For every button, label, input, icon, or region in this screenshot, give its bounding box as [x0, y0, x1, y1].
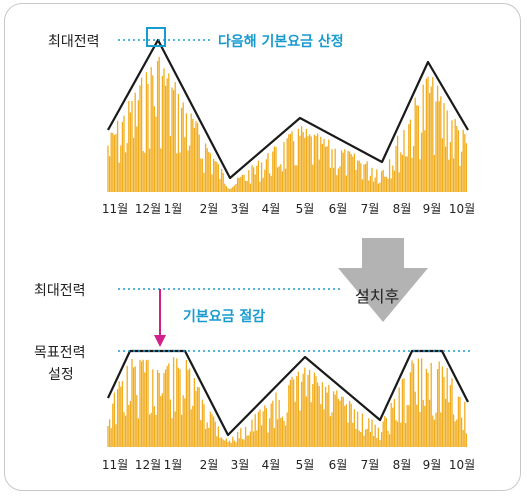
top-month-label: 7월 — [360, 202, 380, 216]
top-month-label: 2월 — [199, 202, 219, 216]
top-month-label: 1월 — [163, 202, 183, 216]
peak-highlight-box — [146, 27, 166, 47]
top-max-power-label: 최대전력 — [48, 34, 100, 50]
bottom-month-label: 4월 — [261, 458, 281, 472]
top-month-label: 8월 — [392, 202, 412, 216]
reduction-arrow-head — [154, 335, 166, 347]
bottom-month-label: 7월 — [360, 458, 380, 472]
top-month-label: 5월 — [295, 202, 315, 216]
top-month-label: 4월 — [261, 202, 281, 216]
top-demand-bars — [107, 56, 468, 192]
top-month-label: 3월 — [230, 202, 250, 216]
after-install-label: 설치후 — [355, 287, 400, 306]
bottom-max-power-label: 최대전력 — [34, 283, 86, 299]
top-annotation: 다음해 기본요금 산정 — [218, 34, 344, 50]
top-month-label: 10월 — [448, 202, 476, 216]
bottom-month-label: 5월 — [295, 458, 315, 472]
top-month-label: 11월 — [101, 202, 129, 216]
bottom-month-label: 1월 — [163, 458, 183, 472]
bottom-month-label: 9월 — [422, 458, 442, 472]
bottom-month-label: 6월 — [328, 458, 348, 472]
bottom-annotation: 기본요금 절감 — [183, 309, 266, 325]
diagram-frame — [4, 3, 521, 491]
down-arrow-shape — [338, 238, 428, 322]
top-month-label: 6월 — [328, 202, 348, 216]
top-month-label: 12월 — [134, 202, 162, 216]
bottom-month-label: 3월 — [230, 458, 250, 472]
target-setting-label: 설정 — [48, 367, 74, 383]
bottom-month-label: 12월 — [134, 458, 162, 472]
bottom-month-label: 10월 — [448, 458, 476, 472]
top-month-label: 9월 — [422, 202, 442, 216]
bottom-month-label: 11월 — [101, 458, 129, 472]
bottom-month-label: 8월 — [392, 458, 412, 472]
target-power-label: 목표전력 — [34, 345, 86, 361]
bottom-demand-bars — [107, 357, 468, 447]
bottom-month-label: 2월 — [199, 458, 219, 472]
